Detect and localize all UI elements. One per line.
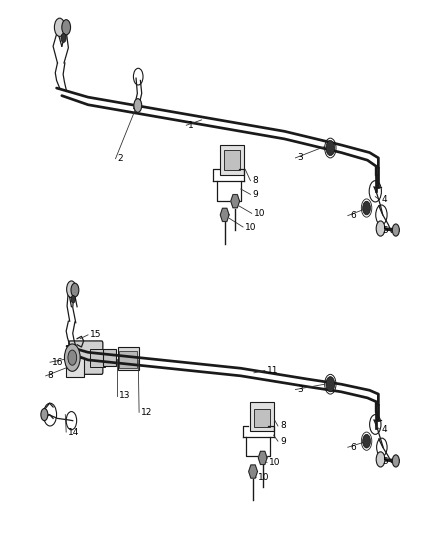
Text: 12: 12 [141, 408, 153, 417]
Text: 6: 6 [350, 443, 356, 452]
Text: 8: 8 [48, 372, 53, 381]
Circle shape [62, 20, 71, 35]
Text: 2: 2 [118, 154, 124, 163]
Text: 10: 10 [269, 458, 281, 467]
Text: 5: 5 [382, 225, 388, 235]
FancyBboxPatch shape [220, 145, 244, 175]
Bar [90, 349, 106, 367]
Polygon shape [231, 195, 240, 208]
Text: 8: 8 [280, 422, 286, 431]
Circle shape [363, 434, 371, 448]
Circle shape [64, 344, 80, 372]
Circle shape [41, 408, 48, 421]
Polygon shape [249, 465, 258, 478]
Bar [120, 351, 137, 368]
Text: 10: 10 [258, 473, 270, 482]
Circle shape [376, 452, 385, 467]
Circle shape [392, 224, 399, 236]
Circle shape [326, 140, 335, 156]
Text: 3: 3 [297, 154, 304, 163]
Text: 10: 10 [245, 222, 257, 231]
Bar [224, 150, 240, 170]
Circle shape [61, 34, 66, 43]
Circle shape [71, 295, 75, 303]
Circle shape [363, 201, 371, 215]
FancyBboxPatch shape [69, 341, 103, 374]
FancyBboxPatch shape [250, 402, 274, 431]
Text: 5: 5 [382, 457, 388, 466]
Polygon shape [258, 451, 267, 464]
Text: 11: 11 [267, 366, 279, 375]
Circle shape [67, 281, 76, 297]
Text: 3: 3 [297, 385, 304, 394]
Circle shape [71, 283, 79, 297]
Polygon shape [220, 208, 229, 221]
FancyBboxPatch shape [118, 347, 139, 370]
Circle shape [326, 377, 335, 392]
Circle shape [392, 455, 399, 467]
Bar [254, 408, 270, 427]
Circle shape [54, 18, 65, 36]
Text: 14: 14 [68, 427, 80, 437]
Text: 16: 16 [52, 358, 64, 367]
Text: 9: 9 [280, 437, 286, 446]
Circle shape [376, 221, 385, 236]
Circle shape [68, 350, 77, 365]
Text: 9: 9 [253, 190, 258, 199]
FancyBboxPatch shape [66, 358, 84, 377]
Text: 15: 15 [90, 330, 102, 340]
Circle shape [134, 99, 142, 112]
FancyBboxPatch shape [103, 349, 117, 366]
Text: 1: 1 [188, 121, 194, 130]
Text: 4: 4 [382, 195, 388, 204]
Text: 13: 13 [120, 391, 131, 400]
Text: 6: 6 [350, 211, 356, 220]
Text: 10: 10 [254, 209, 265, 218]
Text: 8: 8 [253, 176, 258, 185]
Text: 4: 4 [382, 424, 388, 433]
